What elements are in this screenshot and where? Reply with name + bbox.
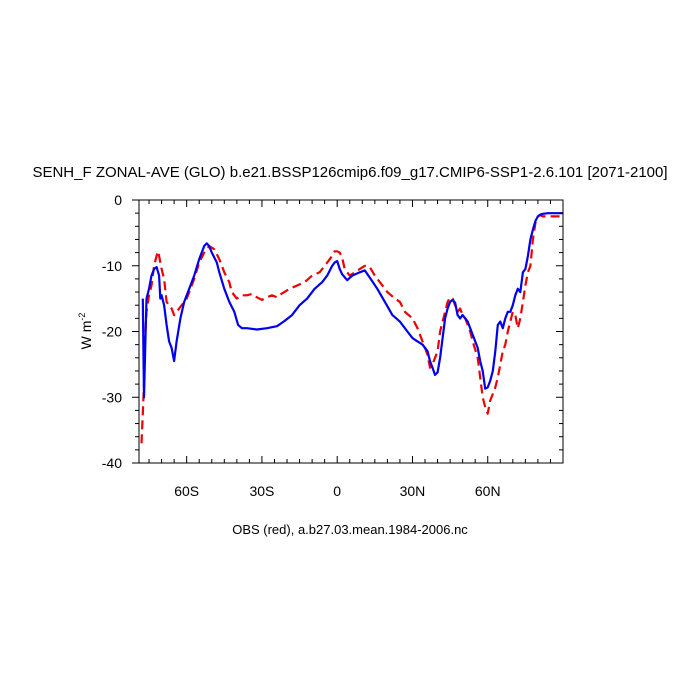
x-tick-label: 30N — [400, 483, 426, 499]
y-tick-label: -40 — [102, 455, 122, 471]
x-tick-label: 60S — [174, 483, 199, 499]
y-tick-label: -10 — [102, 258, 122, 274]
y-axis-label-superscript: -2 — [77, 313, 87, 321]
tick-layer: 60S 30S 0 30N 60N 0 -10 -20 -30 -40 — [102, 192, 563, 499]
x-tick-label: 0 — [333, 483, 341, 499]
y-axis-label-text: W m — [78, 321, 94, 350]
plot-frame — [138, 199, 564, 464]
y-tick-label: 0 — [114, 192, 122, 208]
obs-series-line — [140, 214, 563, 444]
chart-subtitle: OBS (red), a.b27.03.mean.1984-2006.nc — [232, 522, 468, 537]
y-tick-label: -20 — [102, 324, 122, 340]
x-tick-label: 60N — [475, 483, 501, 499]
y-tick-label: -30 — [102, 389, 122, 405]
chart-title: SENH_F ZONAL-AVE (GLO) b.e21.BSSP126cmip… — [32, 164, 668, 181]
x-tick-label: 30S — [249, 483, 274, 499]
series-layer — [140, 212, 563, 444]
y-axis-label: W m-2 — [77, 313, 94, 350]
model-series-line — [141, 212, 563, 399]
